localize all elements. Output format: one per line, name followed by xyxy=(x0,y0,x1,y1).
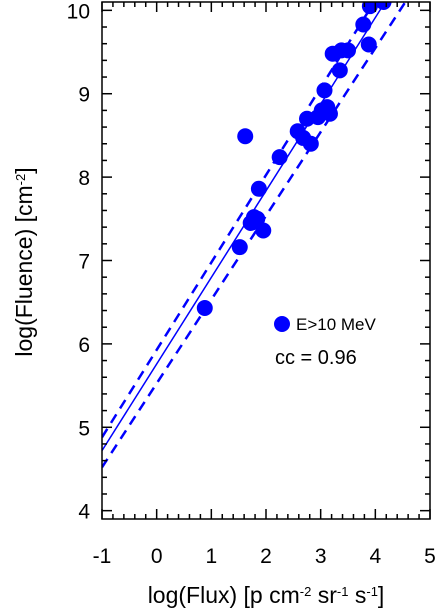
data-point xyxy=(196,300,213,317)
lower-bound-line xyxy=(102,2,407,468)
y-tick-label: 7 xyxy=(78,251,90,274)
y-tick-label: 8 xyxy=(78,167,90,190)
data-point xyxy=(231,239,248,256)
data-point xyxy=(360,36,377,53)
y-tick-label: 4 xyxy=(78,501,90,524)
data-point xyxy=(237,128,254,145)
x-axis-title: log(Flux) [p cm-2 sr-1 s-1] xyxy=(148,582,385,608)
upper-bound-line xyxy=(102,2,376,438)
correlation-annotation: cc = 0.96 xyxy=(275,347,357,369)
data-point xyxy=(250,180,267,197)
y-axis-title: log(Fluence) [cm-2] xyxy=(11,167,37,356)
x-tick-label: 2 xyxy=(260,545,272,568)
data-point xyxy=(331,62,348,79)
data-point xyxy=(255,222,272,239)
legend-label: E>10 MeV xyxy=(296,315,377,334)
data-point xyxy=(321,105,338,122)
legend-marker xyxy=(274,316,290,332)
y-tick-label: 6 xyxy=(78,334,90,357)
y-tick-label: 10 xyxy=(67,0,90,23)
data-point xyxy=(271,149,288,166)
data-point xyxy=(302,135,319,152)
data-point xyxy=(375,2,392,10)
y-tick-label: 5 xyxy=(78,417,90,440)
y-tick-label: 9 xyxy=(78,84,90,107)
x-tick-label: 5 xyxy=(424,545,436,568)
data-point xyxy=(361,2,378,15)
data-point xyxy=(355,16,372,33)
x-tick-label: 4 xyxy=(369,545,381,568)
data-point xyxy=(340,42,356,59)
x-tick-label: 3 xyxy=(315,545,327,568)
x-tick-label: -1 xyxy=(93,545,112,568)
x-tick-label: 0 xyxy=(151,545,163,568)
data-point xyxy=(316,82,333,99)
plot-frame xyxy=(101,1,431,520)
x-tick-label: 1 xyxy=(205,545,217,568)
